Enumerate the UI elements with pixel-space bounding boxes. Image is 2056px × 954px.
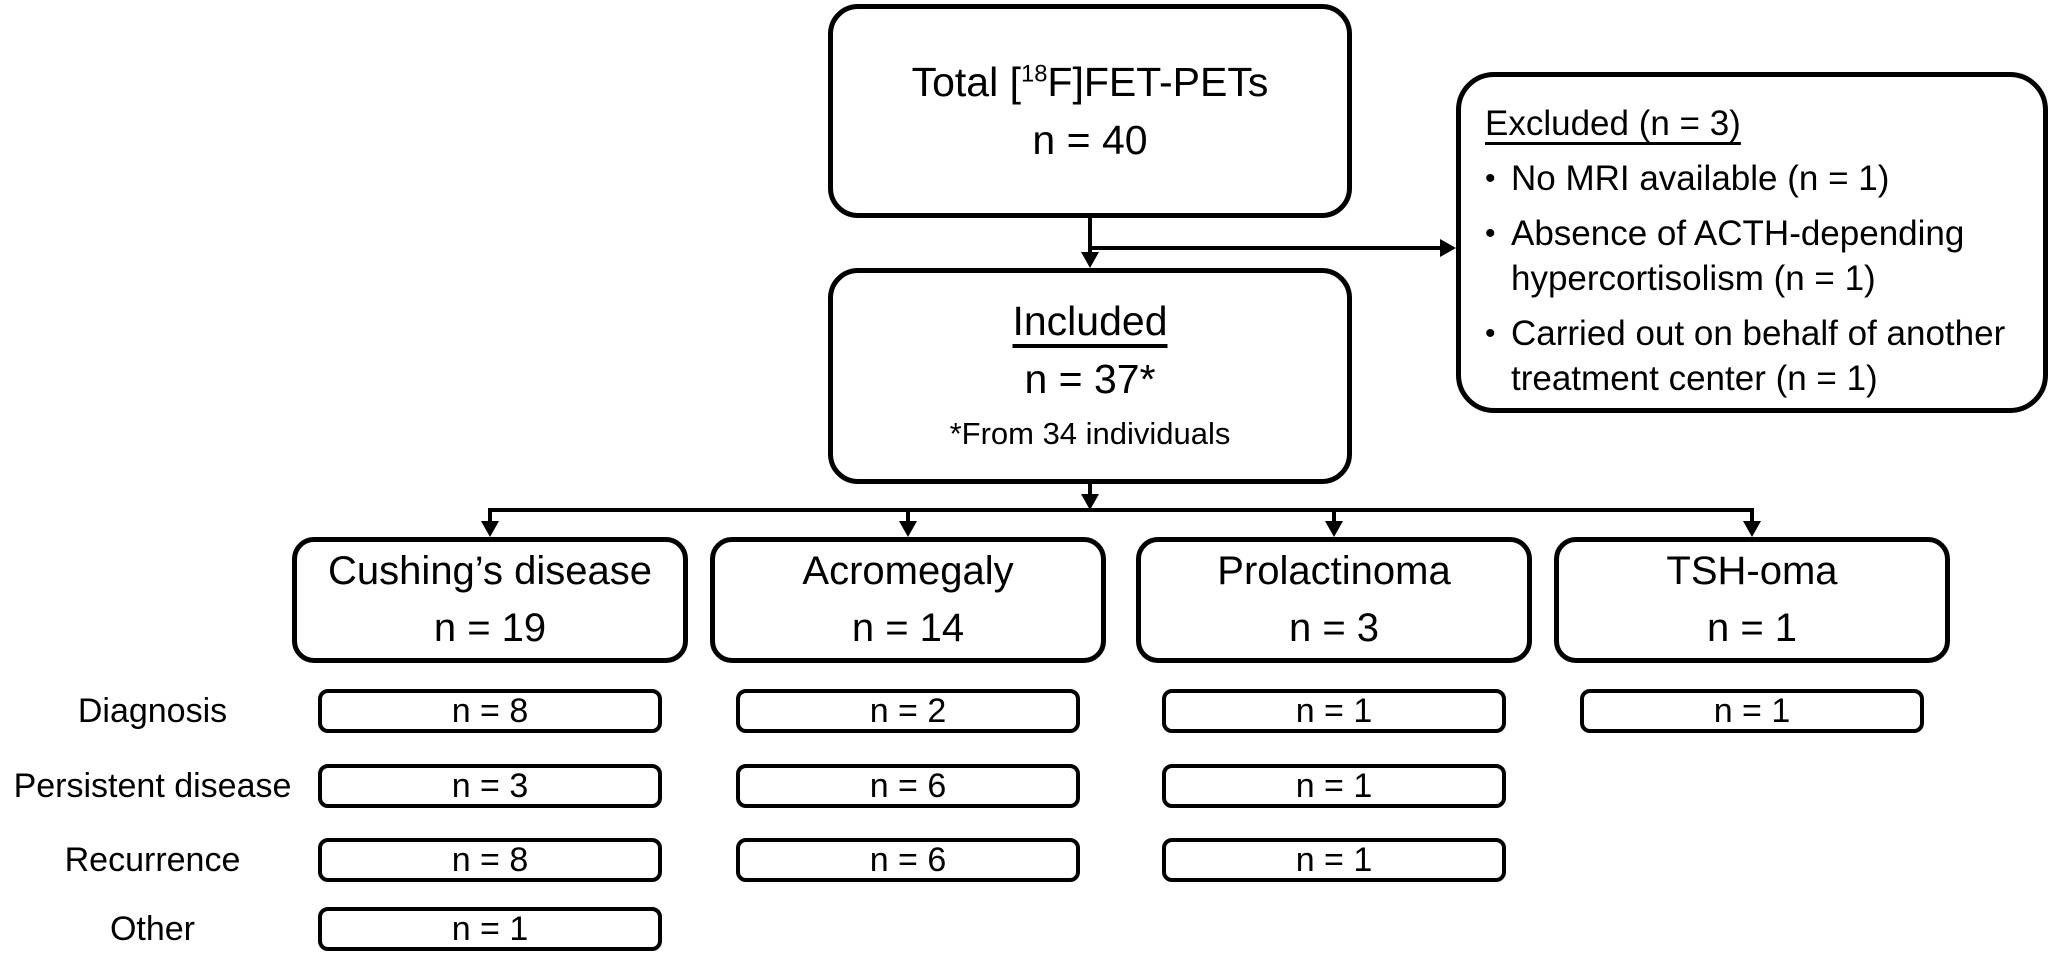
count-box-tshoma-diagnosis: n = 1 [1580,689,1924,733]
drop-stem-acromegaly [906,508,910,522]
category-title: TSH-oma [1666,549,1838,593]
included-box-count: n = 37* [1024,356,1156,402]
category-box-acromegaly: Acromegaly n = 14 [710,537,1106,663]
bullet-icon: • [1485,217,1496,250]
arrowhead-down-included [1081,252,1099,268]
count-box-acromegaly-diagnosis: n = 2 [736,689,1080,733]
excluded-item-text: Carried out on behalf of another treatme… [1511,314,2006,398]
count-box-acromegaly-persistent: n = 6 [736,764,1080,808]
count-box-prolactinoma-diagnosis: n = 1 [1162,689,1506,733]
row-label-persistent-disease: Persistent disease [13,766,292,805]
arrowhead-right-excluded [1440,239,1456,257]
connector-included-to-distribution-stem [1088,484,1092,496]
category-count: n = 14 [851,606,965,650]
excluded-item: • Absence of ACTH-depending hypercortiso… [1485,211,2023,301]
excluded-item-text: No MRI available (n = 1) [1511,159,1890,198]
count-box-prolactinoma-persistent: n = 1 [1162,764,1506,808]
row-label-diagnosis: Diagnosis [77,691,228,730]
isotope-superscript: 18 [1020,60,1048,88]
excluded-box: Excluded (n = 3) • No MRI available (n =… [1456,72,2048,413]
total-box-title: Total [18F]FET-PETs [911,59,1269,105]
excluded-item-text: Absence of ACTH-depending hypercortisoli… [1511,214,1965,298]
bullet-icon: • [1485,162,1496,195]
category-title: Acromegaly [802,549,1014,593]
category-count: n = 19 [433,606,547,650]
category-title: Prolactinoma [1217,549,1451,593]
arrowhead-down-distribution [1081,494,1099,510]
drop-stem-cushings [488,508,492,522]
total-box-count: n = 40 [1032,117,1148,163]
connector-branch-to-excluded [1090,246,1440,250]
category-box-prolactinoma: Prolactinoma n = 3 [1136,537,1532,663]
arrowhead-down-cushings [481,521,499,537]
drop-stem-prolactinoma [1332,508,1336,522]
included-box: Included n = 37* *From 34 individuals [828,268,1352,484]
excluded-item: • Carried out on behalf of another treat… [1485,311,2023,401]
included-box-title: Included [1012,298,1168,344]
count-box-cushings-other: n = 1 [318,907,662,951]
distribution-line [488,508,1754,512]
category-box-cushings: Cushing’s disease n = 19 [292,537,688,663]
count-box-cushings-persistent: n = 3 [318,764,662,808]
row-label-other: Other [109,909,196,948]
count-box-cushings-recurrence: n = 8 [318,838,662,882]
count-box-acromegaly-recurrence: n = 6 [736,838,1080,882]
total-box: Total [18F]FET-PETs n = 40 [828,4,1352,218]
arrowhead-down-acromegaly [899,521,917,537]
category-count: n = 1 [1706,606,1798,650]
connector-total-to-included-stem [1088,218,1092,254]
excluded-box-title: Excluded (n = 3) [1485,104,1741,143]
arrowhead-down-tshoma [1743,521,1761,537]
bullet-icon: • [1485,317,1496,350]
arrowhead-down-prolactinoma [1325,521,1343,537]
category-count: n = 3 [1288,606,1380,650]
excluded-item: • No MRI available (n = 1) [1485,156,2023,201]
count-box-cushings-diagnosis: n = 8 [318,689,662,733]
row-label-recurrence: Recurrence [64,840,241,879]
count-box-prolactinoma-recurrence: n = 1 [1162,838,1506,882]
category-title: Cushing’s disease [328,549,652,593]
drop-stem-tshoma [1750,508,1754,522]
included-box-footnote: *From 34 individuals [949,416,1231,451]
category-box-tshoma: TSH-oma n = 1 [1554,537,1950,663]
